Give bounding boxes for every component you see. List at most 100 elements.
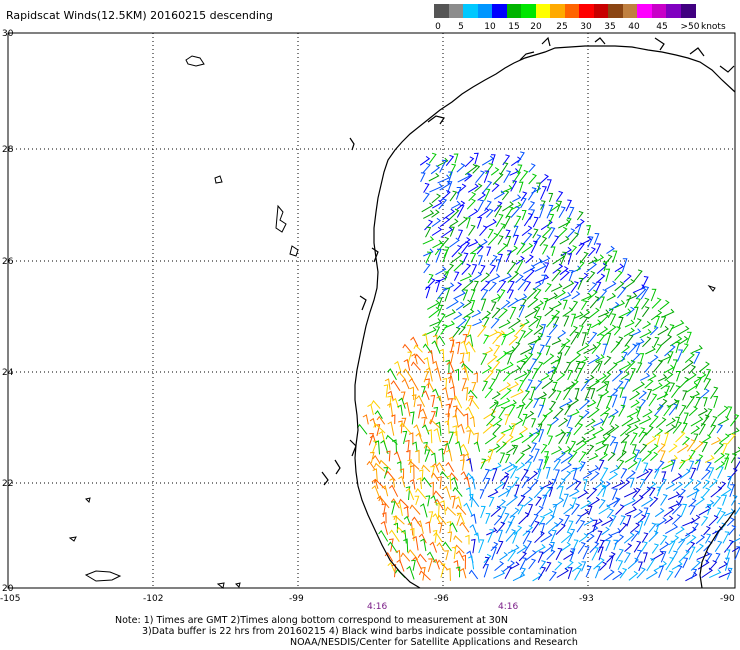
wind-barb xyxy=(551,446,563,455)
wind-barb xyxy=(510,180,518,192)
wind-barb xyxy=(423,357,431,371)
wind-barb xyxy=(594,354,605,363)
wind-barb xyxy=(455,496,462,509)
wind-barb xyxy=(449,190,458,202)
wind-barb xyxy=(439,470,449,480)
wind-barb xyxy=(563,470,572,480)
wind-barb xyxy=(721,443,728,455)
wind-barb xyxy=(714,540,723,552)
wind-barb xyxy=(623,278,635,290)
wind-barb xyxy=(575,367,583,382)
wind-barb xyxy=(635,342,641,353)
wind-barb xyxy=(423,248,434,257)
wind-barb xyxy=(486,246,492,256)
wind-barb xyxy=(470,252,477,263)
wind-barb xyxy=(533,485,545,499)
wind-barb xyxy=(632,284,646,294)
wind-barb xyxy=(639,478,646,489)
wind-barb xyxy=(624,506,637,516)
wind-barb xyxy=(686,439,696,452)
wind-barb xyxy=(644,378,654,389)
wind-barb xyxy=(431,226,443,236)
wind-barb xyxy=(567,397,580,408)
wind-barb xyxy=(449,472,459,481)
wind-barb xyxy=(684,372,697,383)
legend-swatch xyxy=(564,4,580,18)
wind-barb xyxy=(560,541,572,552)
wind-barb xyxy=(430,452,437,464)
legend-swatch xyxy=(637,4,652,18)
wind-barb xyxy=(512,444,519,455)
wind-barb xyxy=(542,456,550,470)
wind-barb xyxy=(445,359,450,373)
wind-barb xyxy=(478,207,490,218)
pass-time-label: 4:16 xyxy=(367,602,387,612)
wind-barb xyxy=(464,156,475,168)
wind-barb xyxy=(452,405,458,418)
wind-barb xyxy=(605,396,613,409)
wind-barb xyxy=(456,512,465,525)
wind-barb xyxy=(548,227,556,239)
lat-label-22: 22 xyxy=(2,479,13,489)
wind-barb xyxy=(606,551,616,563)
wind-barb xyxy=(685,571,698,582)
wind-barb xyxy=(617,560,624,571)
wind-barb xyxy=(614,300,626,309)
wind-barb xyxy=(468,389,478,399)
wind-barb xyxy=(658,565,664,578)
wind-barb xyxy=(617,459,625,470)
legend-swatch xyxy=(666,4,681,18)
wind-barb xyxy=(664,424,676,435)
wind-barb xyxy=(468,397,480,410)
wind-barb xyxy=(549,416,560,427)
wind-barb xyxy=(577,355,589,365)
wind-barb xyxy=(453,560,460,571)
wind-barb xyxy=(431,209,440,218)
wind-barb xyxy=(425,495,431,507)
wind-barb xyxy=(638,415,652,425)
wind-barb xyxy=(595,281,602,294)
wind-barb xyxy=(653,336,660,348)
wind-barb xyxy=(544,306,554,317)
wind-barb xyxy=(500,387,512,400)
wind-barb xyxy=(654,404,664,417)
wind-barb xyxy=(540,186,547,200)
wind-barb xyxy=(626,343,638,356)
wind-barb xyxy=(442,485,452,500)
wind-barb xyxy=(600,467,609,480)
wind-barb xyxy=(577,542,586,554)
wind-barb xyxy=(498,273,512,283)
wind-barb xyxy=(614,270,623,281)
wind-barb xyxy=(576,436,586,446)
wind-barb xyxy=(724,557,730,571)
wind-barb xyxy=(531,432,541,443)
wind-barb xyxy=(579,251,589,264)
wind-barb xyxy=(624,319,635,328)
wind-barb xyxy=(550,283,563,292)
wind-barb xyxy=(422,192,430,203)
wind-barb xyxy=(457,216,468,227)
wind-barb xyxy=(491,391,501,400)
wind-barb xyxy=(461,241,471,254)
wind-barb xyxy=(728,525,737,536)
wind-barb xyxy=(390,498,400,509)
wind-barb xyxy=(453,290,466,300)
wind-barb xyxy=(596,394,603,408)
wind-barb xyxy=(620,371,630,380)
wind-barb xyxy=(403,401,411,417)
wind-barb xyxy=(483,346,494,355)
wind-barb xyxy=(521,390,531,402)
wind-barb xyxy=(716,507,723,517)
wind-barb xyxy=(480,458,487,470)
wind-barb xyxy=(678,404,687,417)
wind-barb xyxy=(427,429,433,444)
wind-barb xyxy=(521,476,530,489)
wind-barb xyxy=(632,381,645,392)
wind-barb xyxy=(444,282,455,291)
wind-barb xyxy=(468,239,479,247)
wind-barb xyxy=(568,232,580,245)
wind-barb xyxy=(562,387,572,401)
wind-barb xyxy=(514,484,520,498)
wind-barb xyxy=(411,516,422,527)
wind-barb xyxy=(580,508,590,518)
